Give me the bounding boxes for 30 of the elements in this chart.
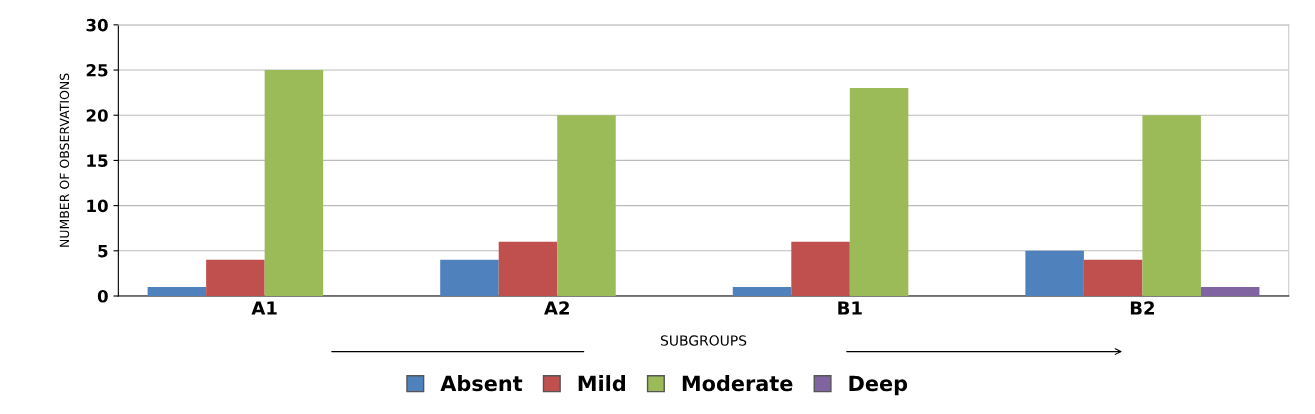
x-tick-label: A1 <box>251 301 277 315</box>
bar <box>849 88 909 297</box>
legend-label: Absent <box>440 375 523 392</box>
y-tick-label: 25 <box>86 64 108 77</box>
x-tick-label: B1 <box>838 301 862 315</box>
legend-label: Moderate <box>682 375 793 392</box>
y-tick-label: 5 <box>98 245 108 258</box>
legend-label: Deep <box>849 375 908 396</box>
y-tick-label: 0 <box>97 289 108 303</box>
y-tick-label: 30 <box>86 18 108 32</box>
bar <box>1142 115 1201 297</box>
x-tick-label: A2 <box>544 301 569 315</box>
y-axis-title: NUMBER OF OBSERVATIONS <box>59 73 70 247</box>
legend-label: Mild <box>578 375 625 392</box>
x-axis-title: SUBGROUPS <box>660 335 747 346</box>
bar <box>732 286 792 297</box>
bar <box>557 115 616 297</box>
bar <box>147 286 207 297</box>
y-tick-label: 15 <box>87 154 108 167</box>
x-tick-label: B2 <box>1130 301 1154 315</box>
bar <box>264 70 324 297</box>
bar <box>498 241 558 297</box>
bar <box>1025 250 1084 297</box>
y-tick-label: 10 <box>87 199 108 213</box>
bar <box>1200 286 1260 297</box>
y-tick-label: 20 <box>86 109 108 122</box>
bar <box>791 241 850 297</box>
bar <box>206 259 265 297</box>
bar <box>440 259 499 297</box>
bar <box>1083 259 1143 297</box>
